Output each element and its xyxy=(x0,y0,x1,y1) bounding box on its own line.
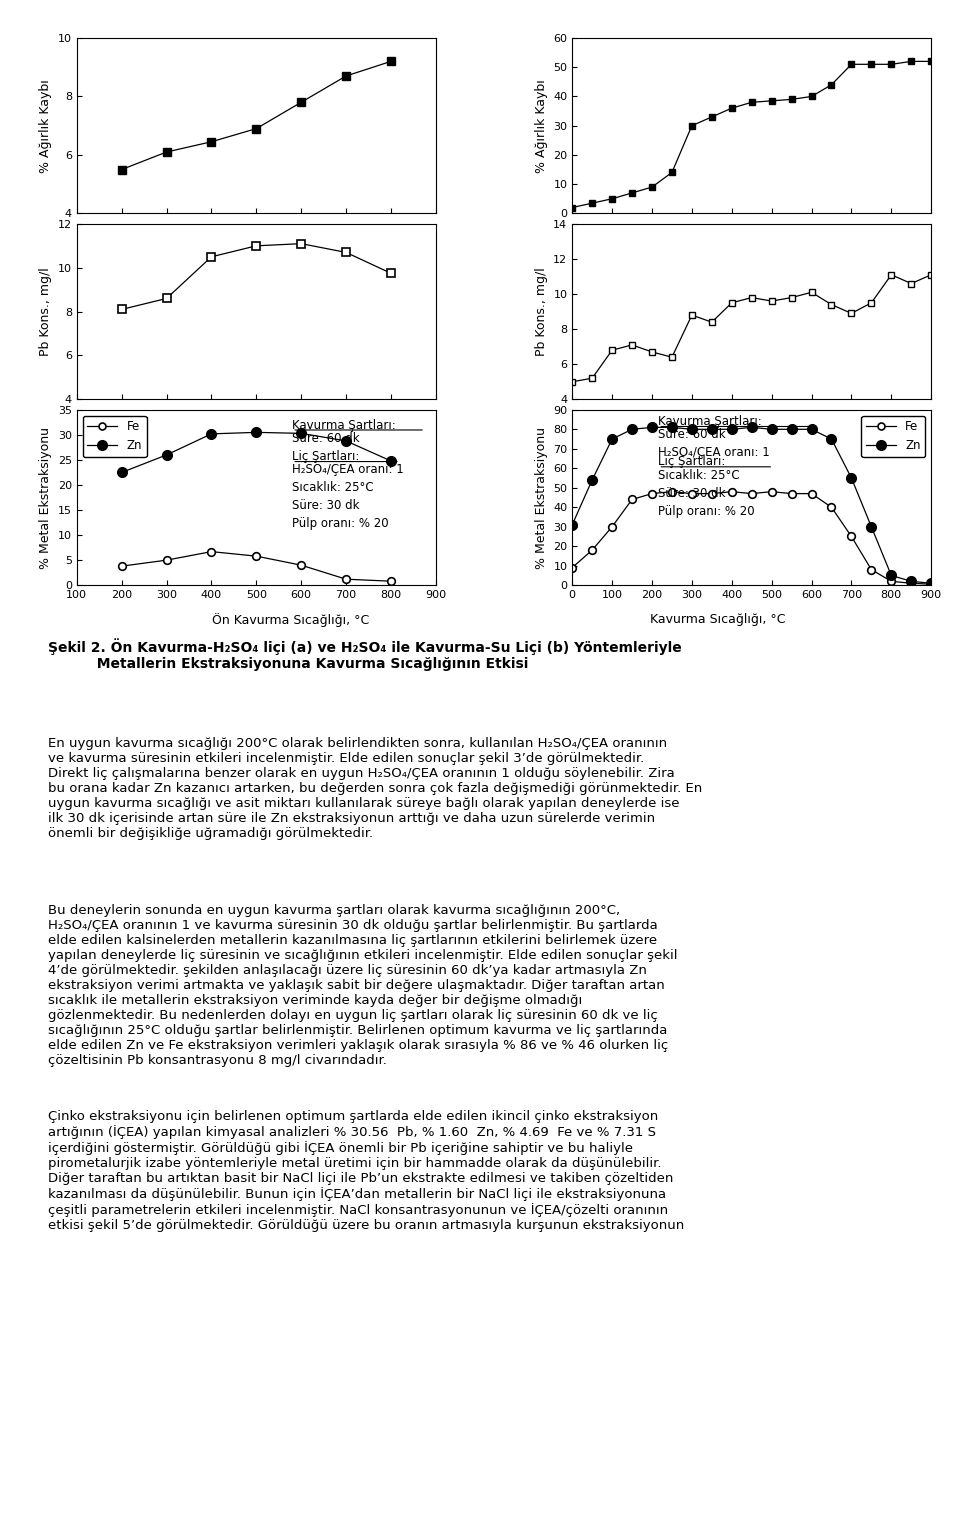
Zn xyxy=(296,424,307,442)
Line: Fe: Fe xyxy=(568,488,935,588)
Y-axis label: % Metal Ekstraksiyonu: % Metal Ekstraksiyonu xyxy=(39,427,52,568)
Zn xyxy=(805,420,817,438)
Zn xyxy=(607,430,618,448)
Fe xyxy=(925,575,937,593)
Line: Zn: Zn xyxy=(567,423,936,588)
Text: Liç Şartları:: Liç Şartları: xyxy=(292,450,360,464)
Fe xyxy=(766,482,778,500)
Fe xyxy=(251,547,262,565)
Zn xyxy=(646,418,658,436)
Line: Fe: Fe xyxy=(118,547,395,585)
Y-axis label: % Ağırlık Kaybı: % Ağırlık Kaybı xyxy=(535,79,547,173)
Fe xyxy=(385,572,396,590)
Zn xyxy=(666,418,678,436)
Fe xyxy=(646,485,658,503)
Zn xyxy=(826,430,837,448)
Fe xyxy=(626,491,637,509)
Fe xyxy=(726,482,737,500)
Text: Ön Kavurma Sıcağlığı, °C: Ön Kavurma Sıcağlığı, °C xyxy=(212,613,369,626)
Zn xyxy=(626,420,637,438)
Fe xyxy=(296,556,307,575)
Text: Şekil 2. Ön Kavurma-H₂SO₄ liçi (a) ve H₂SO₄ ile Kavurma-Su Liçi (b) Yöntemleriyl: Şekil 2. Ön Kavurma-H₂SO₄ liçi (a) ve H₂… xyxy=(48,638,682,672)
Zn xyxy=(726,420,737,438)
Text: Süre: 60 dk: Süre: 60 dk xyxy=(292,432,360,445)
Fe xyxy=(826,499,837,517)
Zn xyxy=(340,432,351,450)
Fe xyxy=(885,572,897,590)
Zn xyxy=(686,420,698,438)
Zn xyxy=(925,575,937,593)
Zn xyxy=(746,418,757,436)
Zn xyxy=(385,451,396,470)
Legend: Fe, Zn: Fe, Zn xyxy=(861,415,925,458)
Zn xyxy=(866,518,877,537)
Legend: Fe, Zn: Fe, Zn xyxy=(83,415,147,458)
Text: Kavurma Şartları:: Kavurma Şartları: xyxy=(659,415,762,429)
Fe xyxy=(706,485,717,503)
Fe xyxy=(866,561,877,579)
Text: Bu deneylerin sonunda en uygun kavurma şartları olarak kavurma sıcağlığının 200°: Bu deneylerin sonunda en uygun kavurma ş… xyxy=(48,904,678,1067)
Text: Sıcaklık: 25°C
Süre: 30 dk
Pülp oranı: % 20: Sıcaklık: 25°C Süre: 30 dk Pülp oranı: %… xyxy=(659,468,755,518)
Zn xyxy=(566,515,578,534)
Fe xyxy=(786,485,798,503)
Fe xyxy=(205,543,217,561)
Text: En uygun kavurma sıcağlığı 200°C olarak belirlendikten sonra, kullanılan H₂SO₄/Ç: En uygun kavurma sıcağlığı 200°C olarak … xyxy=(48,737,703,841)
Fe xyxy=(686,485,698,503)
Y-axis label: % Metal Ekstraksiyonu: % Metal Ekstraksiyonu xyxy=(535,427,547,568)
Zn xyxy=(587,471,598,489)
Y-axis label: % Ağırlık Kaybı: % Ağırlık Kaybı xyxy=(39,79,53,173)
Fe xyxy=(587,541,598,559)
Fe xyxy=(805,485,817,503)
Text: H₂SO₄/ÇEA oranı: 1
Sıcaklık: 25°C
Süre: 30 dk
Pülp oranı: % 20: H₂SO₄/ÇEA oranı: 1 Sıcaklık: 25°C Süre: … xyxy=(292,464,404,530)
Fe xyxy=(116,556,128,575)
Fe xyxy=(846,527,857,546)
Fe xyxy=(160,552,172,570)
Zn xyxy=(251,423,262,441)
Fe xyxy=(607,518,618,537)
Fe xyxy=(666,482,678,500)
Text: Çinko ekstraksiyonu için belirlenen optimum şartlarda elde edilen ikincil çinko : Çinko ekstraksiyonu için belirlenen opti… xyxy=(48,1110,684,1233)
Zn xyxy=(706,420,717,438)
Text: Süre: 60 dk
H₂SO₄/ÇEA oranı: 1: Süre: 60 dk H₂SO₄/ÇEA oranı: 1 xyxy=(659,429,770,459)
Text: Liç Şartları:: Liç Şartları: xyxy=(659,456,726,468)
Fe xyxy=(566,558,578,576)
Fe xyxy=(905,575,917,593)
Y-axis label: Pb Kons., mg/l: Pb Kons., mg/l xyxy=(535,268,547,356)
Y-axis label: Pb Kons., mg/l: Pb Kons., mg/l xyxy=(39,268,52,356)
Fe xyxy=(340,570,351,588)
Zn xyxy=(786,420,798,438)
Fe xyxy=(746,485,757,503)
Zn xyxy=(766,420,778,438)
Zn xyxy=(205,424,217,442)
Zn xyxy=(905,572,917,590)
Zn xyxy=(116,464,128,482)
Text: Kavurma Şartları:: Kavurma Şartları: xyxy=(292,418,396,432)
Line: Zn: Zn xyxy=(117,427,396,477)
Text: Kavurma Sıcağlığı, °C: Kavurma Sıcağlığı, °C xyxy=(650,613,785,626)
Zn xyxy=(846,468,857,486)
Zn xyxy=(885,567,897,585)
Zn xyxy=(160,445,172,464)
